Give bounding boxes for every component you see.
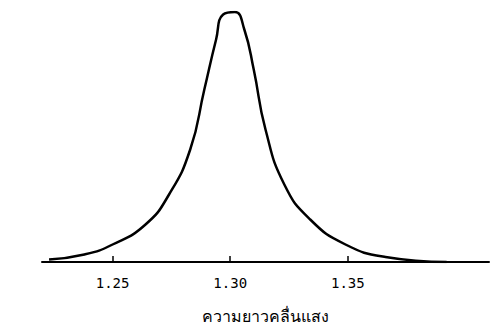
svg-text:1.25: 1.25 <box>96 275 130 291</box>
svg-text:1.30: 1.30 <box>213 275 247 291</box>
svg-text:1.35: 1.35 <box>331 275 365 291</box>
svg-text:ความยาวคลื่นแสง: ความยาวคลื่นแสง <box>202 305 329 326</box>
